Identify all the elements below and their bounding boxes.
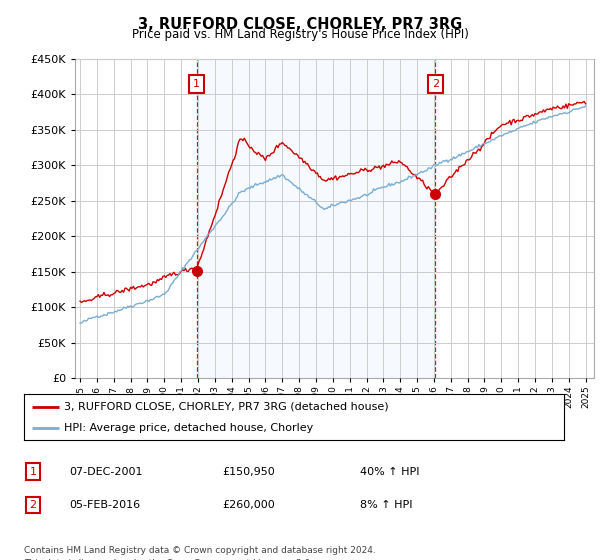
- Text: Price paid vs. HM Land Registry's House Price Index (HPI): Price paid vs. HM Land Registry's House …: [131, 28, 469, 41]
- Text: £150,950: £150,950: [222, 466, 275, 477]
- Text: 3, RUFFORD CLOSE, CHORLEY, PR7 3RG: 3, RUFFORD CLOSE, CHORLEY, PR7 3RG: [138, 17, 462, 32]
- Text: 1: 1: [29, 466, 37, 477]
- Text: 40% ↑ HPI: 40% ↑ HPI: [360, 466, 419, 477]
- Text: £260,000: £260,000: [222, 500, 275, 510]
- Text: 2: 2: [432, 78, 439, 88]
- Bar: [197, 59, 436, 378]
- Text: 1: 1: [193, 78, 200, 88]
- Text: 05-FEB-2016: 05-FEB-2016: [69, 500, 140, 510]
- Text: Contains HM Land Registry data © Crown copyright and database right 2024.
This d: Contains HM Land Registry data © Crown c…: [24, 546, 376, 560]
- Text: 3, RUFFORD CLOSE, CHORLEY, PR7 3RG (detached house): 3, RUFFORD CLOSE, CHORLEY, PR7 3RG (deta…: [65, 402, 389, 412]
- Text: 2: 2: [29, 500, 37, 510]
- Text: 07-DEC-2001: 07-DEC-2001: [69, 466, 143, 477]
- Text: HPI: Average price, detached house, Chorley: HPI: Average price, detached house, Chor…: [65, 423, 314, 433]
- Text: 8% ↑ HPI: 8% ↑ HPI: [360, 500, 413, 510]
